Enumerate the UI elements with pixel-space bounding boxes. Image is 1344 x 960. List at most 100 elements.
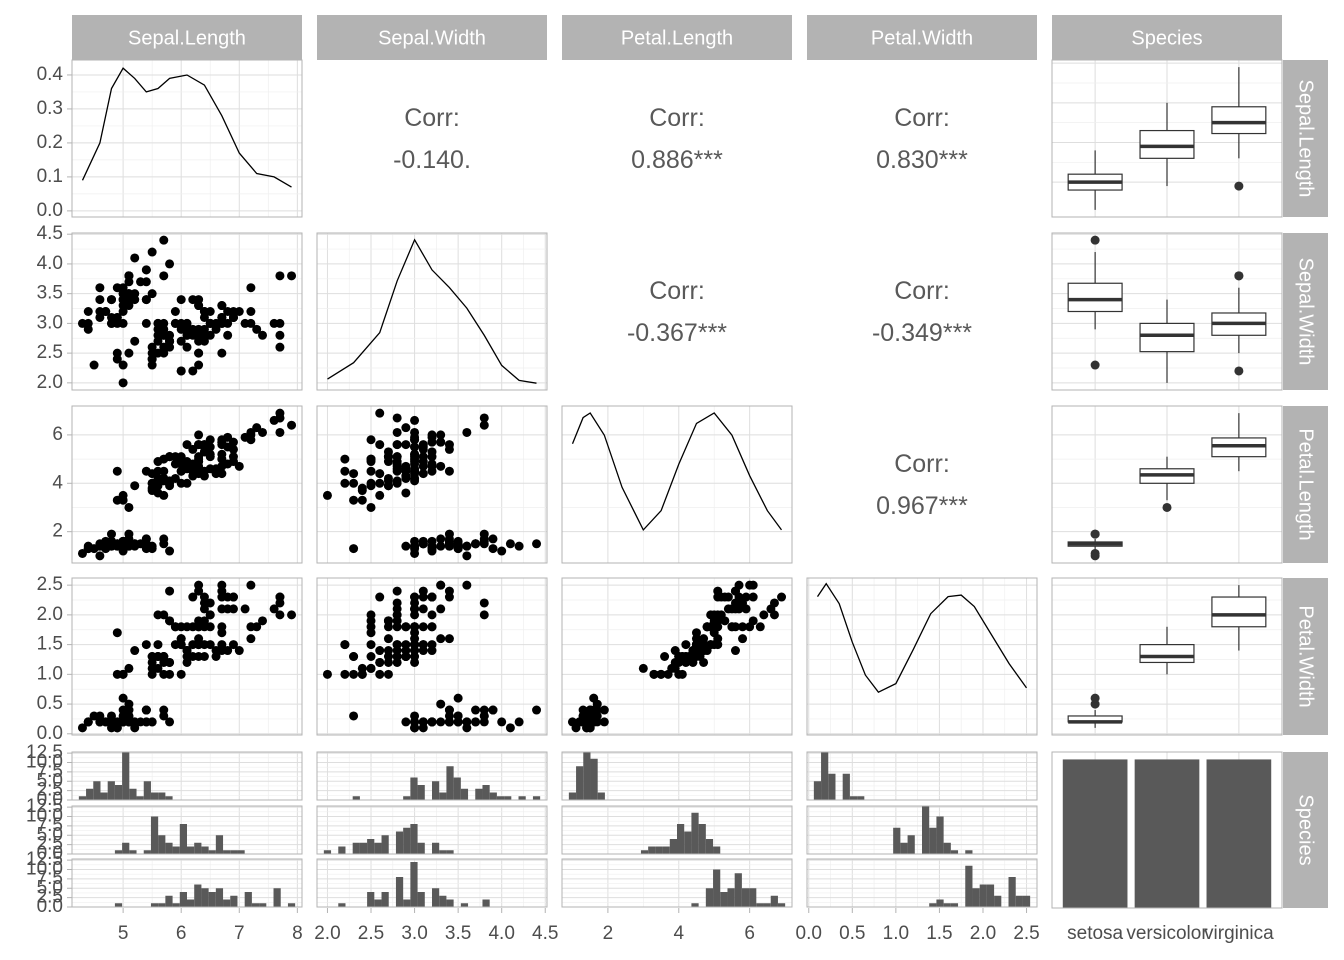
point bbox=[217, 348, 227, 358]
point bbox=[349, 478, 359, 488]
point bbox=[217, 604, 227, 614]
histogram-bar bbox=[907, 835, 915, 854]
point bbox=[401, 717, 411, 727]
panel bbox=[562, 406, 792, 563]
density-line bbox=[816, 582, 1028, 694]
box bbox=[1067, 282, 1123, 313]
histogram-bar bbox=[201, 846, 209, 854]
corr-value: -0.367*** bbox=[627, 319, 727, 347]
y-tick-label: 2.5 bbox=[37, 834, 63, 855]
histogram-bar bbox=[986, 884, 995, 907]
point bbox=[427, 432, 437, 442]
panel bbox=[317, 752, 547, 800]
histogram-bar bbox=[259, 903, 267, 907]
point bbox=[392, 427, 402, 437]
point bbox=[366, 652, 376, 661]
point bbox=[349, 669, 359, 679]
species-bar bbox=[1206, 759, 1272, 908]
y-tick-label: 2 bbox=[52, 521, 63, 542]
outlier bbox=[1234, 366, 1244, 376]
histogram-bar bbox=[583, 752, 591, 800]
histogram-bar bbox=[417, 785, 425, 800]
point bbox=[497, 717, 507, 727]
point bbox=[246, 634, 256, 644]
y-tick-label: 10.0 bbox=[26, 806, 63, 827]
panel-border bbox=[806, 577, 1038, 736]
point bbox=[205, 449, 215, 459]
histogram-bar bbox=[936, 816, 944, 854]
point bbox=[340, 478, 350, 488]
point bbox=[410, 459, 420, 469]
point bbox=[532, 539, 542, 549]
point bbox=[567, 717, 577, 727]
point bbox=[136, 717, 146, 727]
histogram-bar bbox=[691, 812, 699, 854]
panel-border bbox=[1051, 577, 1283, 736]
row-strip-label: Sepal.Length bbox=[1295, 80, 1317, 198]
point bbox=[410, 646, 420, 656]
point bbox=[118, 717, 128, 727]
point bbox=[392, 640, 402, 650]
x-category-label: setosa bbox=[1067, 923, 1123, 944]
histogram-bar bbox=[403, 827, 411, 854]
histogram-bar bbox=[446, 899, 454, 907]
point bbox=[748, 580, 758, 590]
point bbox=[357, 669, 367, 679]
panel bbox=[1062, 752, 1272, 908]
point bbox=[112, 466, 122, 476]
histogram-bar bbox=[446, 850, 454, 854]
corr-label: Corr: bbox=[894, 277, 950, 305]
point bbox=[514, 717, 524, 727]
histogram-bar bbox=[194, 842, 202, 854]
point bbox=[176, 295, 186, 305]
point bbox=[375, 669, 385, 679]
point bbox=[462, 551, 472, 561]
point bbox=[444, 529, 454, 539]
y-tick-label: 0.4 bbox=[37, 64, 64, 85]
histogram-bar bbox=[223, 899, 231, 907]
point bbox=[182, 646, 192, 656]
histogram-bar bbox=[143, 850, 151, 854]
point bbox=[141, 318, 151, 328]
point bbox=[383, 634, 393, 644]
point bbox=[471, 539, 481, 549]
point bbox=[340, 640, 350, 650]
histogram-bar bbox=[78, 796, 87, 800]
panel bbox=[562, 859, 792, 907]
histogram-bar bbox=[857, 796, 865, 800]
panel-background bbox=[72, 233, 302, 390]
point bbox=[401, 640, 411, 650]
x-tick-label: 6 bbox=[176, 923, 187, 944]
point bbox=[194, 360, 204, 370]
point bbox=[322, 669, 332, 679]
y-tick-label: 0.1 bbox=[37, 166, 63, 187]
histogram-bar bbox=[122, 752, 130, 800]
point bbox=[165, 259, 175, 269]
point bbox=[691, 628, 701, 638]
point bbox=[375, 408, 385, 418]
point bbox=[410, 657, 420, 667]
panel-border bbox=[316, 577, 548, 736]
point bbox=[95, 295, 105, 305]
point bbox=[497, 546, 507, 556]
point bbox=[366, 466, 376, 476]
point bbox=[159, 534, 169, 544]
point bbox=[383, 481, 393, 491]
column-strip bbox=[807, 15, 1037, 60]
panel-border bbox=[316, 405, 548, 564]
row-strip-label: Petal.Length bbox=[1295, 428, 1317, 540]
point bbox=[228, 312, 238, 322]
point bbox=[427, 717, 437, 727]
point bbox=[159, 476, 169, 486]
point bbox=[106, 318, 116, 328]
y-tick-label: 4.0 bbox=[37, 253, 63, 274]
histogram-bar bbox=[936, 899, 944, 907]
point bbox=[769, 598, 779, 608]
point bbox=[436, 717, 446, 727]
histogram-bar bbox=[208, 892, 216, 907]
y-tick-label: 0.0 bbox=[37, 789, 63, 810]
point bbox=[638, 663, 648, 673]
point bbox=[228, 444, 238, 454]
histogram-bar bbox=[741, 888, 750, 907]
outlier bbox=[1090, 551, 1100, 561]
